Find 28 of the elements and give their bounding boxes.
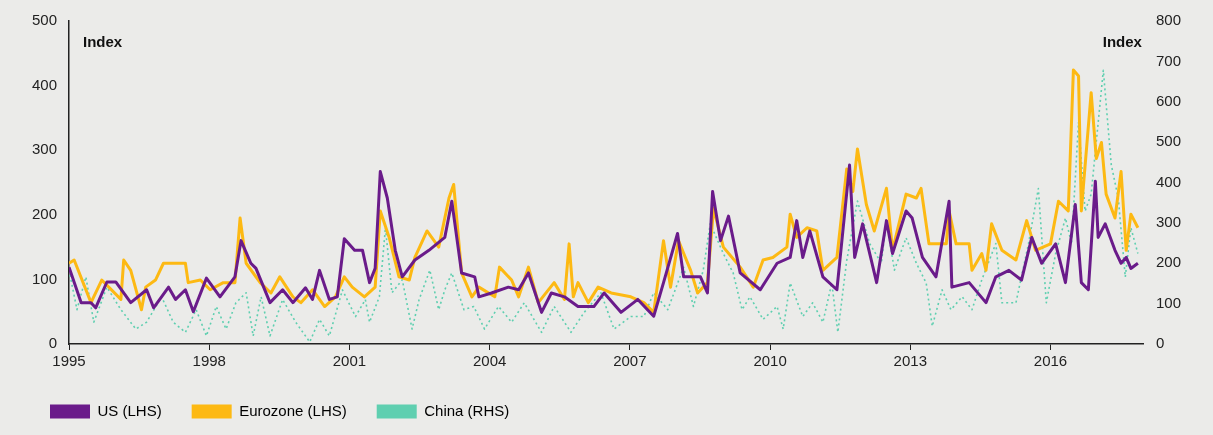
x-tick-label: 2004 [472, 352, 507, 370]
y2-tick-label: 500 [1155, 132, 1181, 150]
y-tick-label: 0 [48, 334, 58, 352]
legend-label: US (LHS) [97, 401, 162, 419]
y2-tick-label: 300 [1155, 213, 1181, 231]
y2-tick-label: 700 [1155, 51, 1181, 69]
y-tick-label: 500 [32, 11, 58, 29]
y2-axis-title: Index [1102, 33, 1143, 51]
y2-tick-label: 400 [1155, 172, 1181, 190]
x-tick-label: 1998 [192, 352, 226, 370]
legend-label: Eurozone (LHS) [239, 401, 347, 419]
y2-tick-label: 600 [1155, 91, 1181, 109]
x-tick-label: 2007 [613, 352, 647, 370]
x-tick-label: 2013 [893, 352, 927, 370]
y2-tick-label: 100 [1155, 293, 1181, 311]
x-tick-label: 2016 [1033, 352, 1068, 370]
y-tick-label: 400 [32, 75, 58, 93]
y2-tick-label: 0 [1155, 334, 1165, 352]
y2-tick-label: 800 [1155, 11, 1181, 29]
legend-label: China (RHS) [424, 401, 510, 419]
x-tick-label: 2001 [332, 352, 367, 370]
y-tick-label: 100 [32, 269, 58, 287]
x-tick-label: 1995 [52, 352, 86, 370]
y-tick-label: 300 [32, 140, 58, 158]
y-axis-title: Index [83, 33, 123, 51]
x-tick-label: 2010 [753, 352, 787, 370]
y2-tick-label: 200 [1155, 253, 1181, 271]
y-tick-label: 200 [32, 204, 58, 222]
